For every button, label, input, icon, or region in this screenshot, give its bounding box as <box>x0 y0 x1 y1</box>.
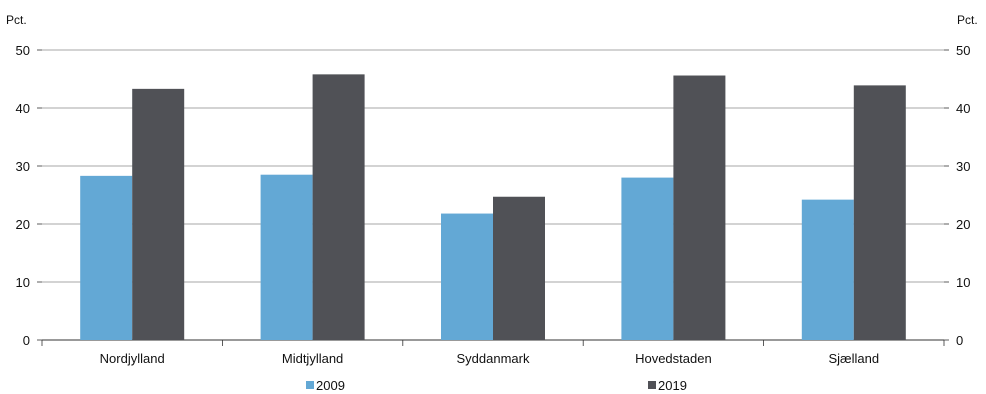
legend-label-2009: 2009 <box>316 378 345 393</box>
bar-2019-sjælland <box>853 85 906 340</box>
legend-label-2019: 2019 <box>658 378 687 393</box>
y-tick-label-left: 50 <box>16 43 30 58</box>
category-label: Nordjylland <box>100 351 165 366</box>
y-tick-label-left: 20 <box>16 217 30 232</box>
category-label: Midtjylland <box>282 351 343 366</box>
legend: 2009 2019 <box>306 378 687 393</box>
y-tick-label-right: 30 <box>956 159 970 174</box>
y-tick-label-right: 10 <box>956 275 970 290</box>
y-tick-label-right: 0 <box>956 333 963 348</box>
bar-2019-syddanmark <box>493 196 545 340</box>
legend-swatch-2019 <box>648 381 656 389</box>
bar-2019-hovedstaden <box>673 75 726 341</box>
y-tick-label-right: 20 <box>956 217 970 232</box>
y-tick-label-right: 50 <box>956 43 970 58</box>
y-tick-label-left: 10 <box>16 275 30 290</box>
y-tick-label-right: 40 <box>956 101 970 116</box>
bar-2009-midtjylland <box>260 174 313 340</box>
bar-2009-hovedstaden <box>621 177 674 340</box>
bar-2019-midtjylland <box>312 74 365 341</box>
category-labels: Nordjylland Midtjylland Syddanmark Hovedsta… <box>100 351 879 366</box>
bars <box>80 74 906 341</box>
legend-swatch-2009 <box>306 381 314 389</box>
category-label: Syddanmark <box>457 351 530 366</box>
y-tick-label-left: 0 <box>23 333 30 348</box>
bar-2009-syddanmark <box>441 213 493 340</box>
tick-labels: 0 0 10 10 20 20 30 30 40 40 50 50 <box>16 43 971 348</box>
bar-2019-nordjylland <box>132 88 185 340</box>
y-tick-label-left: 30 <box>16 159 30 174</box>
bar-2009-sjælland <box>801 199 854 340</box>
category-label: Hovedstaden <box>635 351 712 366</box>
y-axis-unit-left: Pct. <box>6 13 27 27</box>
y-axis-unit-right: Pct. <box>957 13 978 27</box>
category-label: Sjælland <box>829 351 880 366</box>
bar-2009-nordjylland <box>80 175 133 340</box>
gridlines <box>42 49 944 283</box>
y-tick-label-left: 40 <box>16 101 30 116</box>
